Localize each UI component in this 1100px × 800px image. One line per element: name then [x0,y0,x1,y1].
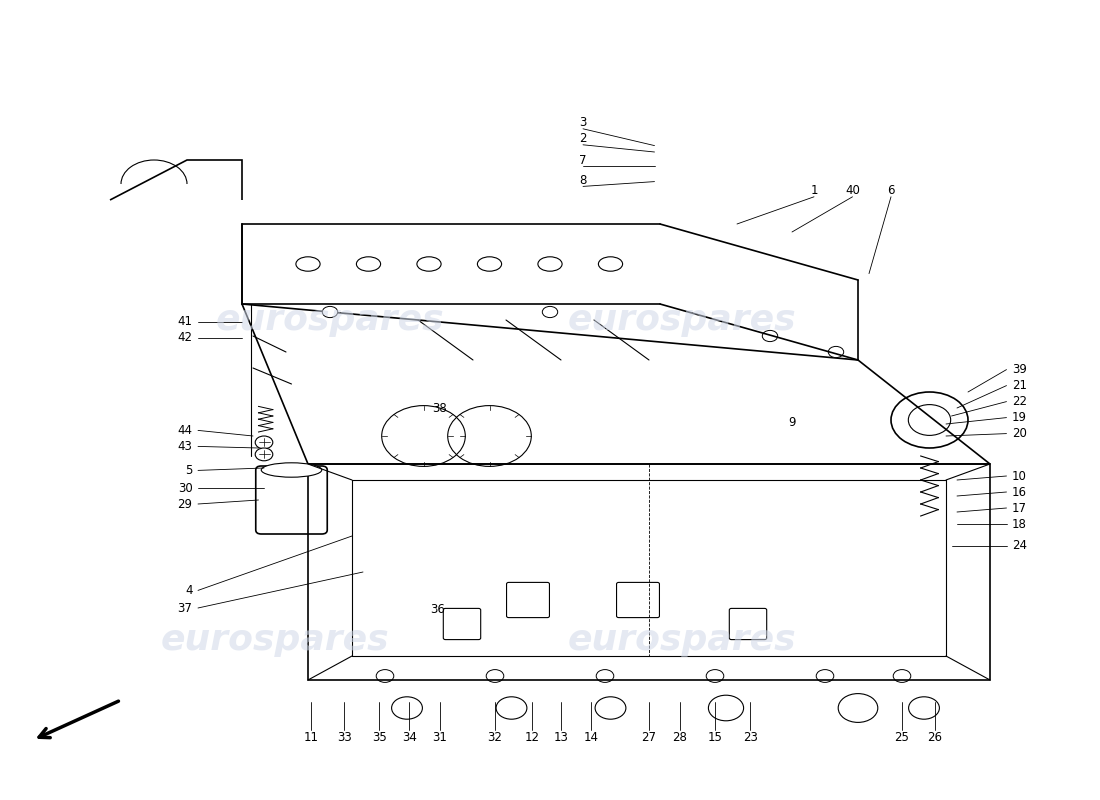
Text: 43: 43 [177,440,192,453]
Text: 33: 33 [337,731,352,744]
Text: 36: 36 [430,603,446,616]
Text: 3: 3 [580,116,586,129]
Text: 37: 37 [177,602,192,614]
Text: 9: 9 [789,416,795,429]
Text: 30: 30 [178,482,192,494]
Text: 14: 14 [583,731,598,744]
Text: 23: 23 [742,731,758,744]
Text: 31: 31 [432,731,448,744]
Text: 24: 24 [1012,539,1027,552]
Text: 41: 41 [177,315,192,328]
Text: 38: 38 [432,402,448,414]
Text: 5: 5 [185,464,192,477]
Text: 40: 40 [845,184,860,197]
Text: 22: 22 [1012,395,1027,408]
Text: 32: 32 [487,731,503,744]
Ellipse shape [262,462,321,477]
Circle shape [255,436,273,449]
Text: 18: 18 [1012,518,1027,530]
Text: 16: 16 [1012,486,1027,498]
Text: 2: 2 [580,132,586,145]
Text: 34: 34 [402,731,417,744]
Text: 27: 27 [641,731,657,744]
Text: 19: 19 [1012,411,1027,424]
Text: 44: 44 [177,424,192,437]
Text: 13: 13 [553,731,569,744]
Text: eurospares: eurospares [568,623,796,657]
Text: 11: 11 [304,731,319,744]
Text: 25: 25 [894,731,910,744]
Circle shape [322,306,338,318]
Text: eurospares: eurospares [161,623,389,657]
Text: 35: 35 [372,731,387,744]
Text: 39: 39 [1012,363,1027,376]
Text: 6: 6 [888,184,894,197]
Text: 4: 4 [185,584,192,597]
Text: 21: 21 [1012,379,1027,392]
Text: eurospares: eurospares [568,303,796,337]
Text: 10: 10 [1012,470,1027,482]
Text: 20: 20 [1012,427,1027,440]
Text: 17: 17 [1012,502,1027,514]
Circle shape [542,306,558,318]
Text: 28: 28 [672,731,688,744]
Text: 8: 8 [580,174,586,186]
Text: 42: 42 [177,331,192,344]
Text: 7: 7 [580,154,586,166]
Text: eurospares: eurospares [216,303,444,337]
Text: 26: 26 [927,731,943,744]
Circle shape [762,330,778,342]
Text: 15: 15 [707,731,723,744]
Text: 1: 1 [811,184,817,197]
Circle shape [828,346,844,358]
Text: 12: 12 [525,731,540,744]
Circle shape [255,448,273,461]
Text: 29: 29 [177,498,192,510]
